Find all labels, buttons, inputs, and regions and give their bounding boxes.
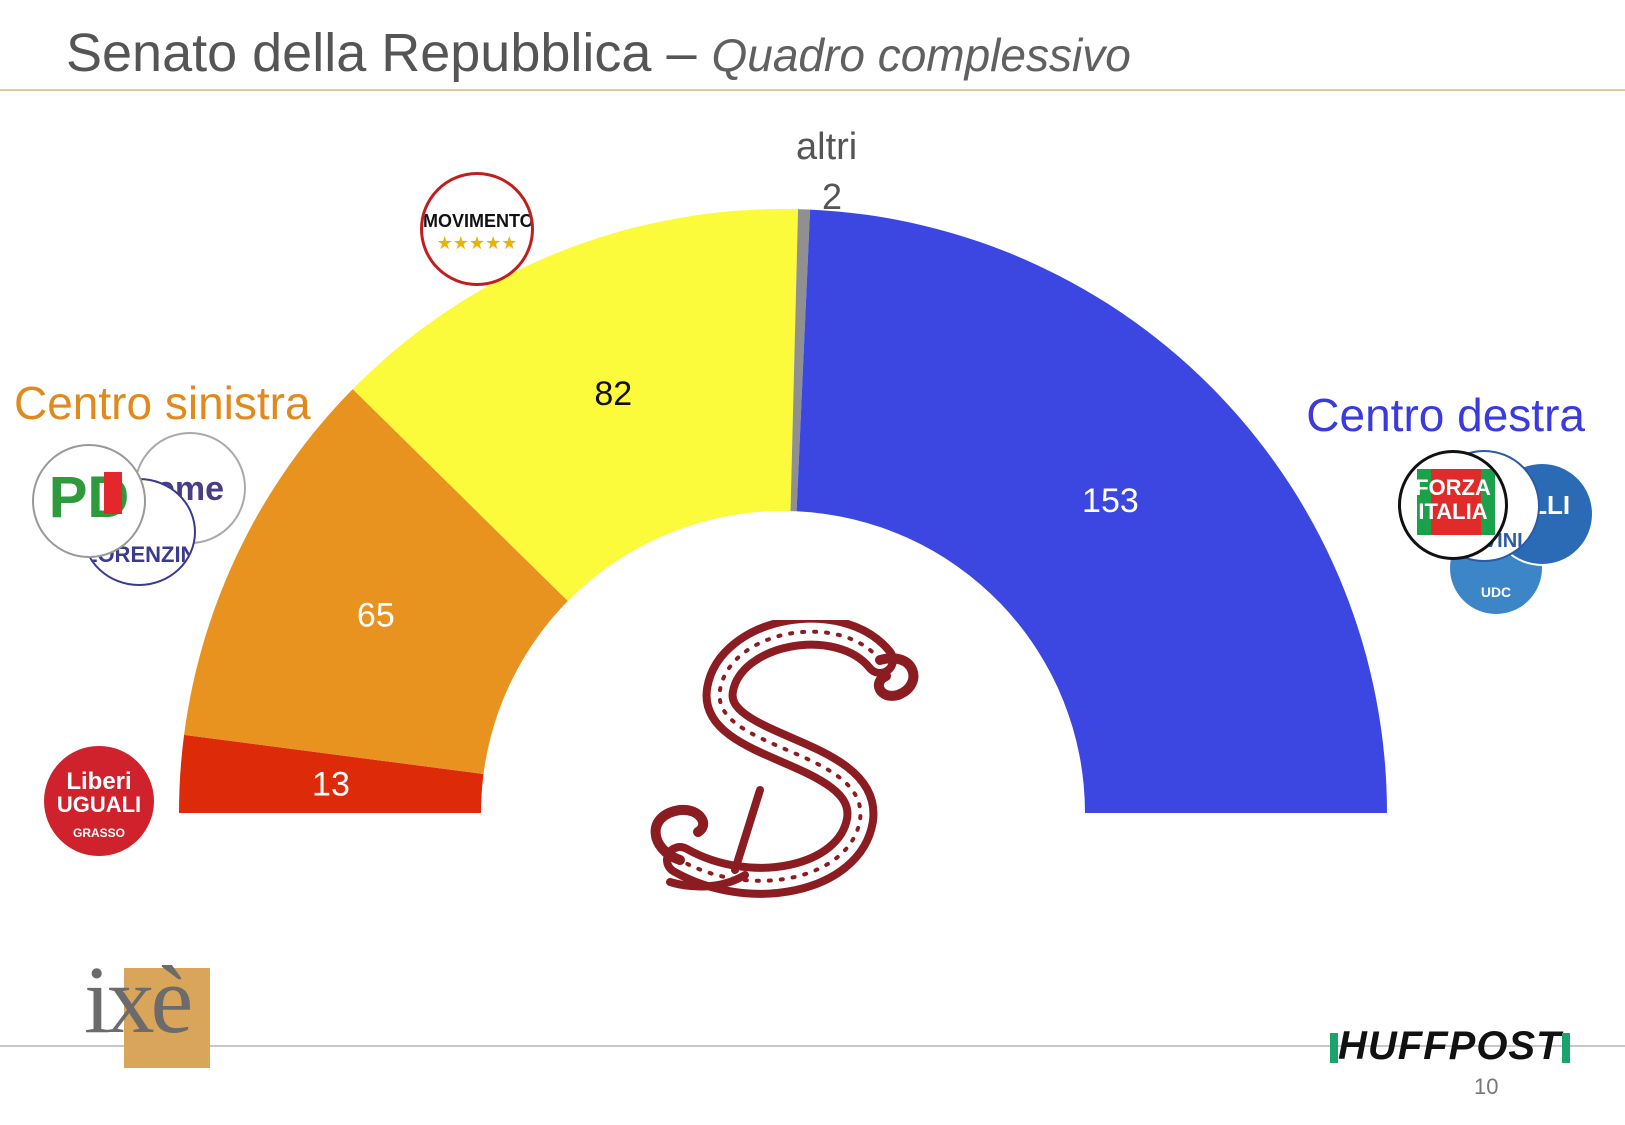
pd-logo: PD: [32, 444, 146, 558]
seat-label-liberi-e-uguali: 13: [312, 766, 350, 804]
leu-logo-line1: Liberi: [66, 768, 132, 795]
group-label-altri: altri: [796, 126, 858, 168]
title-dash: –: [651, 23, 712, 83]
forza-italia-line1: FORZA: [1415, 475, 1491, 500]
m5s-logo: MOVIMENTO ★★★★★: [420, 172, 534, 286]
group-label-centro-destra: Centro destra: [1306, 389, 1585, 441]
group-label-centro-sinistra: Centro sinistra: [14, 377, 311, 429]
leu-logo-line3: GRASSO: [72, 826, 125, 840]
forza-italia-logo: FORZA ITALIA: [1398, 450, 1508, 560]
udc-logo-text: UDC: [1480, 584, 1512, 600]
slice-centro-destra: [796, 209, 1387, 814]
title-main: Senato della Repubblica: [66, 23, 652, 83]
leu-logo: Liberi UGUALI GRASSO: [44, 746, 154, 856]
forza-italia-line2: ITALIA: [1418, 499, 1488, 524]
seat-label-movimento-5-stelle: 82: [594, 375, 632, 413]
m5s-logo-text: MOVIMENTO: [423, 211, 534, 231]
huffpost-logo-text: HUFFPOST: [1338, 1024, 1562, 1068]
seat-label-centro-sinistra: 65: [357, 596, 395, 634]
footer-divider: [0, 1045, 1625, 1047]
title-divider: [0, 89, 1625, 91]
slice-movimento-5-stelle: [352, 208, 799, 602]
pd-logo-text: PD: [48, 465, 130, 530]
leu-logo-line2: UGUALI: [56, 792, 142, 817]
altri-seat-count: 2: [822, 176, 843, 217]
slice-centro-sinistra: [184, 389, 568, 774]
ixe-logo-text: ixè: [84, 946, 193, 1053]
senate-emblem-icon: [650, 620, 919, 898]
slice-liberi-e-uguali: [179, 734, 484, 813]
seat-label-centro-destra: 153: [1082, 482, 1139, 520]
page-title: Senato della Repubblica – Quadro comples…: [66, 22, 1131, 84]
slice-altri: [790, 209, 811, 512]
huffpost-logo: HUFFPOST: [1330, 1024, 1570, 1069]
page-number: 10: [1474, 1074, 1499, 1099]
title-subtitle: Quadro complessivo: [711, 29, 1131, 81]
ixe-logo: ixè: [84, 946, 214, 1068]
